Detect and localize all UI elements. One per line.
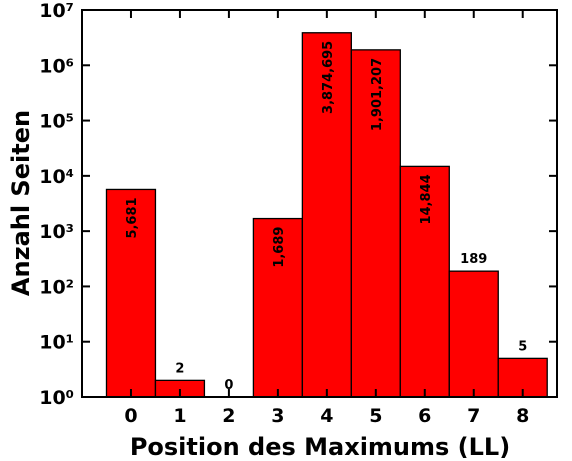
value-label: 5 (518, 339, 527, 354)
bar (350, 49, 401, 398)
y-tick-label: 10⁵ (39, 111, 74, 133)
value-label: 14,844 (419, 174, 434, 224)
x-tick-label: 7 (467, 405, 480, 427)
x-tick-label: 6 (418, 405, 431, 427)
y-tick-label: 10⁶ (39, 55, 74, 77)
bar (301, 32, 352, 398)
bar (448, 270, 499, 398)
value-label: 2 (175, 361, 184, 376)
x-axis-title: Position des Maximums (LL) (130, 433, 510, 461)
y-tick-label: 10² (39, 276, 74, 298)
value-label: 1,689 (272, 227, 287, 268)
x-tick-label: 2 (222, 405, 235, 427)
x-tick-label: 1 (173, 405, 186, 427)
bar (399, 165, 450, 398)
y-axis-title: Anzahl Seiten (7, 110, 35, 296)
y-tick-label: 10³ (39, 221, 74, 243)
y-tick-label: 10¹ (39, 332, 74, 354)
value-label: 5,681 (125, 197, 140, 238)
value-label: 3,874,695 (321, 41, 336, 114)
x-tick-label: 5 (369, 405, 382, 427)
y-tick-label: 10⁴ (39, 166, 74, 188)
x-tick-label: 4 (320, 405, 333, 427)
value-label: 0 (224, 378, 233, 393)
value-label: 189 (460, 252, 487, 267)
x-tick-label: 3 (271, 405, 284, 427)
x-tick-label: 0 (124, 405, 137, 427)
y-tick-label: 10⁷ (39, 0, 74, 22)
x-tick-label: 8 (516, 405, 529, 427)
y-tick-label: 10⁰ (39, 387, 74, 409)
value-label: 1,901,207 (370, 58, 385, 131)
bar (105, 188, 157, 398)
plot-frame (81, 9, 558, 398)
